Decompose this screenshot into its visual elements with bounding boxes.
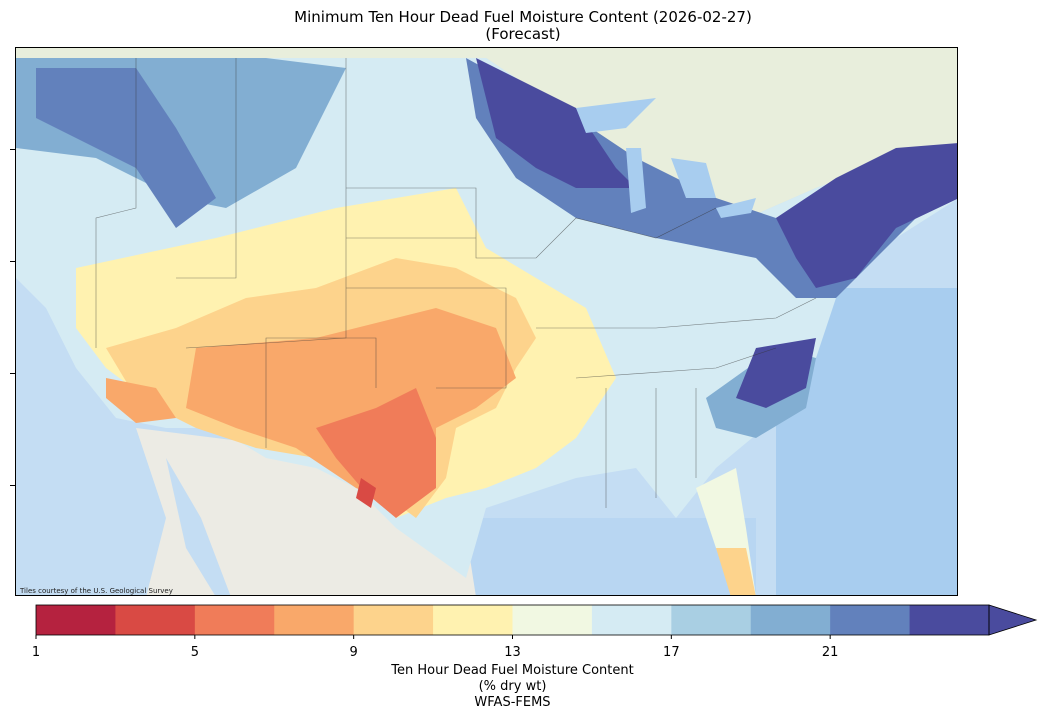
colorbar-extend-arrow bbox=[988, 604, 1038, 636]
colorbar-bin bbox=[512, 605, 593, 635]
colorbar-bin bbox=[909, 605, 990, 635]
colorbar-units: (% dry wt) bbox=[478, 679, 547, 694]
colorbar-bin bbox=[194, 605, 275, 635]
colorbar-bin bbox=[36, 605, 116, 635]
lake-huron bbox=[671, 158, 716, 198]
big-bend-driest-zone bbox=[356, 478, 376, 508]
gulf-of-mexico bbox=[436, 518, 756, 595]
south-florida-dry-zone bbox=[716, 548, 756, 595]
carolinas-wet-zone bbox=[736, 338, 816, 408]
texas-dry-zone bbox=[316, 388, 436, 518]
colorbar-tick-label: 13 bbox=[504, 645, 521, 660]
northwest-wet-zone bbox=[36, 68, 216, 228]
colorbar-bin bbox=[830, 605, 911, 635]
tile-credit: Tiles courtesy of the U.S. Geological Su… bbox=[19, 587, 173, 595]
lake-erie bbox=[716, 198, 756, 218]
colorbar-bin bbox=[274, 605, 355, 635]
y-tick-mark bbox=[10, 149, 15, 150]
colorbar-tick-label: 1 bbox=[31, 645, 41, 660]
map-subtitle: (Forecast) bbox=[485, 25, 561, 43]
y-tick-mark bbox=[10, 261, 15, 262]
gulf-of-california bbox=[166, 458, 231, 595]
map-title: Minimum Ten Hour Dead Fuel Moisture Cont… bbox=[294, 8, 752, 26]
fuel-moisture-map: Tiles courtesy of the U.S. Geological Su… bbox=[16, 48, 957, 595]
y-tick-mark bbox=[10, 373, 15, 374]
canada-land bbox=[16, 48, 957, 223]
colorbar-outline bbox=[35, 604, 990, 636]
great-lakes-wet-zone bbox=[476, 58, 636, 188]
new-england-wet-zone bbox=[776, 143, 957, 288]
colorbar-source: WFAS-FEMS bbox=[474, 695, 551, 710]
colorbar-tick-label: 17 bbox=[663, 645, 680, 660]
state-boundaries bbox=[95, 58, 817, 508]
colorbar-bin bbox=[353, 605, 434, 635]
lake-superior bbox=[576, 98, 656, 133]
y-tick-mark bbox=[10, 485, 15, 486]
colorbar-tick-label: 5 bbox=[190, 645, 199, 660]
lake-michigan bbox=[626, 148, 646, 213]
colorbar-tick-label: 21 bbox=[821, 645, 839, 660]
colorbar-bin bbox=[433, 605, 513, 635]
colorbar-bin bbox=[115, 605, 196, 635]
southern-california-dry-zone bbox=[106, 378, 176, 423]
colorbar-bin bbox=[671, 605, 752, 635]
colorbar-bin bbox=[591, 605, 672, 635]
colorbar-label: Ten Hour Dead Fuel Moisture Content bbox=[391, 663, 634, 678]
colorbar-tick-label: 9 bbox=[349, 645, 358, 660]
map-panel[interactable]: Tiles courtesy of the U.S. Geological Su… bbox=[15, 47, 958, 596]
colorbar-bin bbox=[750, 605, 831, 635]
